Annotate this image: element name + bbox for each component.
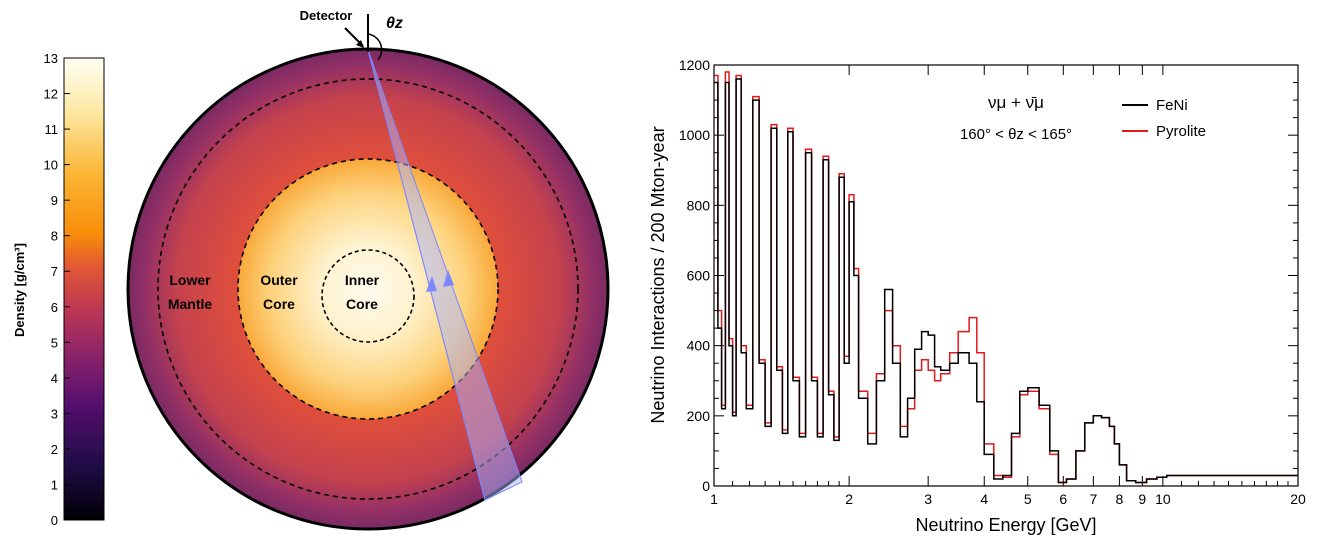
colorbar-tick-label: 1	[51, 477, 58, 492]
x-tick-label: 3	[924, 491, 932, 507]
x-tick-label: 10	[1155, 491, 1171, 507]
outer-core-region	[238, 159, 498, 419]
series-line-feni	[714, 78, 1298, 484]
x-tick-label: 4	[980, 491, 988, 507]
colorbar-tick-label: 11	[45, 122, 59, 137]
x-tick-label: 8	[1115, 491, 1123, 507]
colorbar-tick-label: 10	[44, 158, 58, 173]
inner-core-label-1: Inner	[345, 272, 380, 288]
colorbar-tick-label: 4	[51, 371, 58, 386]
beam-edge-left	[367, 49, 486, 501]
y-tick-label: 800	[687, 197, 711, 213]
colorbar-tick-label: 5	[51, 335, 58, 350]
mantle-boundary	[157, 78, 579, 500]
colorbar-tick-label: 8	[51, 229, 58, 244]
x-ticks: 1 2 3 4 5 6 7 8 9 10 20	[710, 65, 1306, 507]
inner-core-label-2: Core	[346, 296, 378, 312]
colorbar-tick-label: 7	[51, 264, 58, 279]
x-tick-label: 2	[845, 491, 853, 507]
y-tick-label: 1200	[679, 57, 710, 73]
colorbar-tick-label: 0	[51, 513, 58, 528]
x-tick-label: 5	[1024, 491, 1032, 507]
legend: FeNi Pyrolite	[1122, 97, 1206, 140]
outer-core-label-2: Core	[263, 296, 295, 312]
x-axis-label: Neutrino Energy [GeV]	[915, 515, 1096, 535]
annotation-flavor: νμ + ν̄μ	[988, 93, 1044, 112]
colorbar-tick-label: 12	[44, 87, 58, 102]
legend-label-feni: FeNi	[1156, 97, 1188, 114]
colorbar-tick-label: 2	[51, 442, 58, 457]
colorbar-tick-label: 13	[44, 51, 58, 66]
outer-core-label-1: Outer	[260, 272, 298, 288]
colorbar-tick-label: 9	[51, 193, 58, 208]
y-tick-label: 200	[687, 408, 711, 424]
core-mantle-boundary	[237, 158, 499, 420]
beam-arrow-1	[426, 276, 437, 292]
inner-core-boundary	[321, 249, 415, 343]
y-ticks: 0 200 400 600 800 1000 1200	[679, 57, 1298, 494]
detector-label: Detector	[300, 8, 353, 23]
series-lines	[714, 71, 1298, 484]
x-tick-label: 20	[1290, 491, 1306, 507]
x-tick-label: 1	[710, 491, 718, 507]
legend-label-pyrolite: Pyrolite	[1156, 123, 1206, 140]
colorbar-tick-label: 3	[51, 406, 58, 421]
zenith-symbol: θz	[386, 15, 403, 32]
beam-arrow-2	[443, 270, 454, 287]
lower-mantle-label-2: Mantle	[168, 296, 213, 312]
y-tick-label: 1000	[679, 127, 710, 143]
zenith-arc	[367, 33, 383, 61]
plot-frame	[713, 64, 1299, 487]
x-tick-label: 9	[1138, 491, 1146, 507]
y-tick-label: 0	[702, 478, 710, 494]
detector-arrowhead	[356, 40, 364, 48]
y-tick-label: 400	[687, 338, 711, 354]
y-tick-label: 600	[687, 268, 711, 284]
colorbar-gradient	[63, 57, 105, 521]
y-axis-label: Neutrino Interactions / 200 Mton-year	[648, 126, 668, 423]
x-tick-label: 6	[1059, 491, 1067, 507]
lower-mantle-label-1: Lower	[169, 272, 211, 288]
x-tick-label: 7	[1089, 491, 1097, 507]
colorbar-tick-label: 6	[51, 300, 58, 315]
annotation-zenith-range: 160° < θz < 165°	[960, 126, 1072, 143]
energy-spectrum-chart: 0 200 400 600 800 1000 1200 1 2 3 4 5 6 7 8 9 10 20 Neut…	[648, 57, 1306, 535]
colorbar-label: Density [g/cm³]	[12, 243, 27, 337]
